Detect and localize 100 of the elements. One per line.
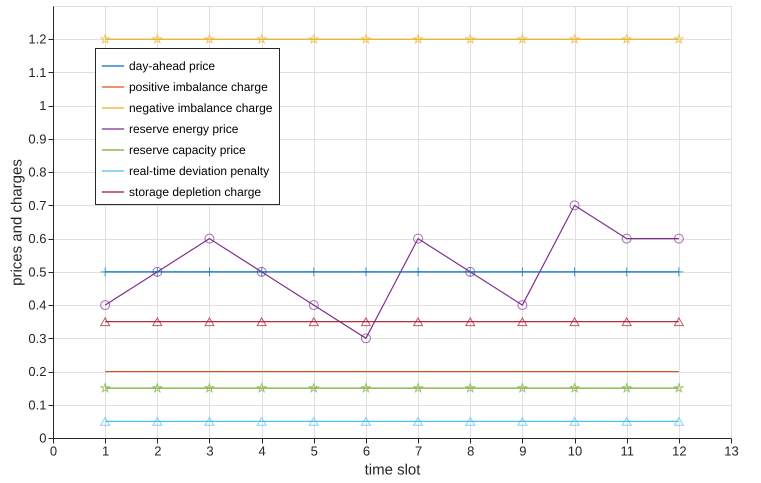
legend-label: positive imbalance charge [129, 80, 268, 94]
y-tick-label: 1 [39, 98, 46, 114]
point [360, 333, 371, 344]
point [517, 317, 528, 326]
point [674, 34, 684, 44]
point [622, 417, 632, 426]
y-tick-label: 0.5 [28, 264, 46, 280]
point [100, 383, 110, 392]
y-tick-label: 0.4 [28, 298, 46, 313]
point [309, 383, 319, 392]
y-tick-label: 1.2 [28, 32, 46, 47]
point [256, 317, 267, 326]
y-tick-label: 0.1 [28, 397, 46, 412]
x-tick-label: 11 [620, 444, 634, 458]
point [518, 34, 528, 44]
x-axis-title: time slot [364, 462, 422, 478]
point [308, 317, 319, 326]
point [465, 317, 476, 326]
point [204, 234, 214, 244]
point [622, 234, 632, 244]
legend-label: real-time deviation penalty [129, 164, 270, 178]
point [674, 417, 684, 426]
point [256, 383, 266, 392]
point [204, 383, 214, 392]
point [413, 383, 423, 392]
point [413, 417, 424, 426]
x-tick-label: 1 [102, 444, 110, 458]
y-tick-label: 1.1 [28, 64, 46, 80]
x-tick-label: 6 [362, 444, 370, 458]
x-tick-label: 0 [50, 444, 58, 458]
x-tick-label: 8 [467, 444, 474, 458]
point [360, 266, 371, 277]
point [413, 234, 424, 244]
legend-label: day-ahead price [129, 59, 216, 73]
point [204, 417, 214, 426]
point [100, 300, 110, 310]
point [100, 266, 110, 277]
point [622, 34, 632, 44]
point [622, 266, 632, 277]
point [570, 317, 580, 326]
y-tick-label: 0.2 [28, 364, 46, 380]
point [465, 383, 475, 392]
y-tick-label: 0.3 [28, 330, 46, 346]
point [152, 417, 162, 426]
point [570, 200, 580, 210]
y-tick-label: 0.7 [28, 198, 46, 213]
point [100, 317, 110, 326]
x-tick-label: 13 [724, 444, 739, 458]
x-tick-label: 12 [672, 444, 687, 458]
x-tick-label: 9 [519, 444, 526, 458]
point [256, 34, 266, 44]
point [570, 266, 580, 277]
x-tick-label: 10 [568, 444, 582, 458]
point [204, 266, 214, 277]
point [570, 383, 580, 392]
x-tick-label: 3 [206, 444, 214, 458]
point [570, 417, 580, 426]
point [517, 300, 528, 310]
point [361, 34, 371, 44]
point [517, 417, 528, 426]
x-tick-label: 5 [310, 444, 318, 458]
point [152, 383, 162, 392]
point [204, 34, 214, 44]
point [518, 383, 528, 392]
point [152, 34, 162, 44]
point [256, 417, 267, 426]
point [674, 383, 684, 392]
point [100, 34, 110, 44]
point [100, 417, 110, 426]
point [622, 317, 632, 326]
y-tick-label: 0 [39, 430, 46, 446]
point [674, 234, 684, 244]
point [308, 266, 319, 277]
legend-label: storage depletion charge [129, 185, 262, 199]
point [360, 317, 371, 326]
point [517, 266, 528, 277]
point [413, 317, 424, 326]
point [674, 317, 684, 326]
x-tick-label: 7 [414, 444, 422, 458]
legend-label: reserve capacity price [129, 143, 246, 157]
point [413, 34, 423, 44]
point [152, 317, 162, 326]
point [570, 34, 580, 44]
point [361, 383, 371, 392]
point [674, 266, 684, 277]
legend-label: reserve energy price [129, 122, 239, 136]
y-axis-title: prices and charges [8, 159, 26, 286]
point [308, 300, 319, 310]
y-tick-label: 0.6 [28, 231, 46, 246]
point [413, 266, 424, 277]
point [465, 34, 475, 44]
y-tick-label: 0.9 [28, 131, 46, 146]
point [465, 417, 476, 426]
y-tick-label: 0.8 [28, 164, 46, 180]
point [309, 34, 319, 44]
point [360, 417, 371, 426]
x-tick-label: 2 [154, 444, 162, 458]
point [308, 417, 319, 426]
point [622, 383, 632, 392]
legend-label: negative imbalance charge [129, 101, 273, 115]
